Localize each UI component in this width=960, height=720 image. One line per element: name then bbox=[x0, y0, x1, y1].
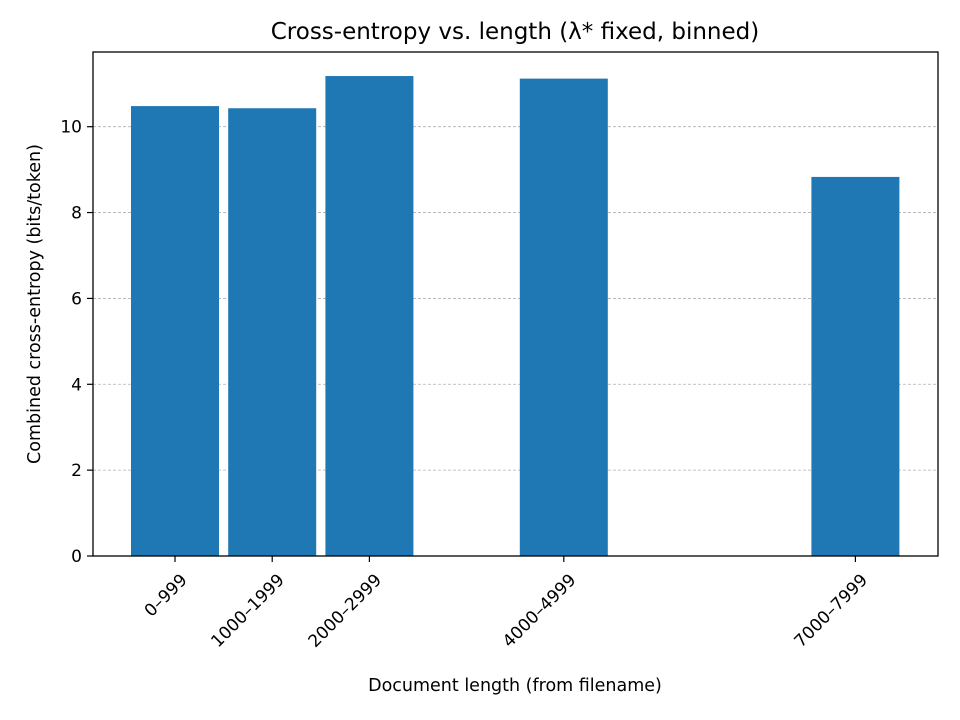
y-tick-label: 10 bbox=[60, 118, 82, 138]
bar-0–999 bbox=[131, 106, 219, 557]
x-tick-label: 7000–7999 bbox=[791, 570, 872, 651]
x-tick-label: 1000–1999 bbox=[207, 570, 288, 651]
bar-4000–4999 bbox=[519, 78, 608, 556]
y-tick-label: 0 bbox=[71, 547, 82, 567]
bar-7000–7999 bbox=[811, 176, 900, 556]
bar-2000–2999 bbox=[325, 76, 414, 556]
y-axis-label: Combined cross-entropy (bits/token) bbox=[25, 144, 45, 464]
grid-layer bbox=[93, 126, 938, 471]
x-axis-label: Document length (from filename) bbox=[368, 676, 662, 696]
plot-frame bbox=[92, 51, 939, 557]
y-tick-label: 2 bbox=[71, 461, 82, 481]
x-axis: 0–999 1000–1999 2000–2999 4000–4999 7000–799… bbox=[141, 556, 872, 652]
x-tick-label: 0–999 bbox=[141, 570, 192, 621]
bar-1000–1999 bbox=[228, 108, 317, 557]
y-tick-label: 6 bbox=[71, 289, 82, 309]
bar-layer bbox=[131, 76, 900, 557]
y-axis: 0 2 4 6 8 10 bbox=[60, 118, 93, 567]
y-tick-label: 8 bbox=[71, 204, 82, 224]
x-tick-label: 4000–4999 bbox=[499, 570, 580, 651]
chart-title: Cross-entropy vs. length (λ* fixed, binn… bbox=[271, 19, 760, 45]
x-tick-label: 2000–2999 bbox=[305, 570, 386, 651]
y-tick-label: 4 bbox=[71, 375, 82, 395]
